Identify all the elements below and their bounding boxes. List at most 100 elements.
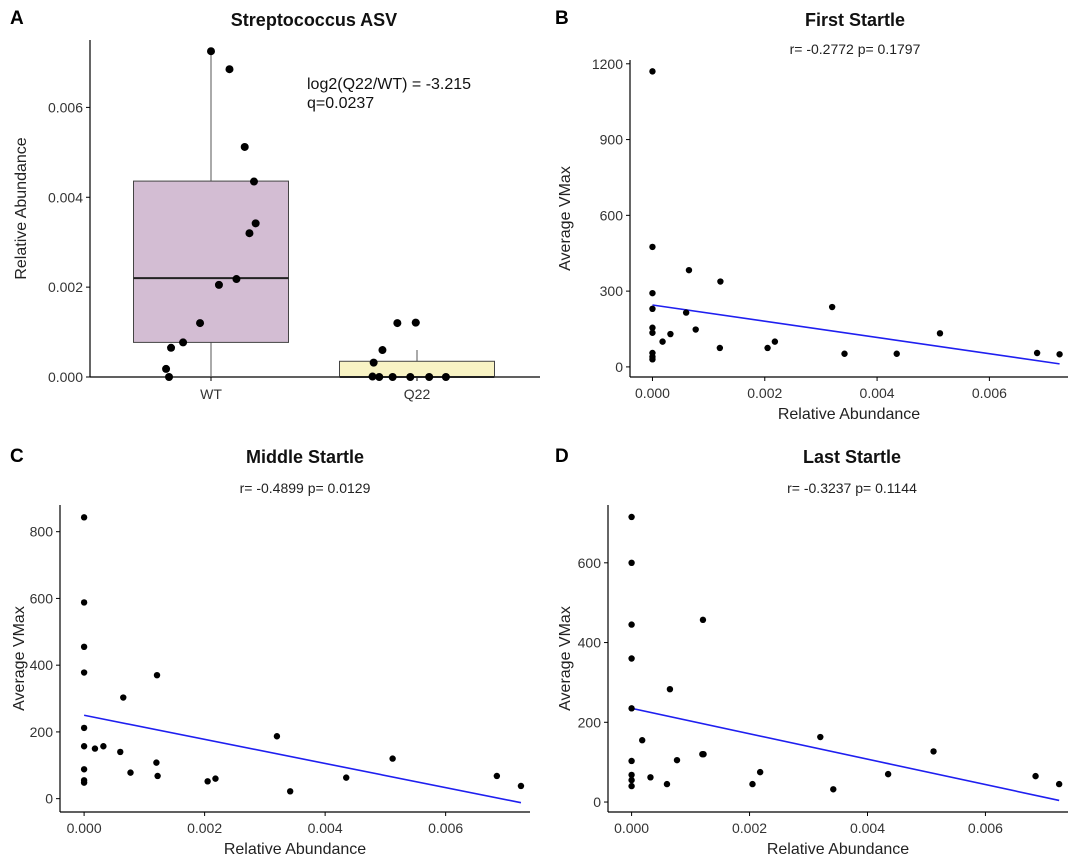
data-point [153,671,161,679]
chart-title: First Startle [804,10,906,30]
y-tick-label: 300 [600,283,624,299]
panel-label-a: A [10,8,24,29]
data-point [165,373,174,381]
data-point [179,338,188,347]
data-point [828,303,836,311]
data-point [80,724,88,732]
data-point [756,768,764,776]
data-point [682,309,690,316]
data-point [771,338,779,345]
data-point [628,757,635,765]
y-tick-label: 400 [30,657,54,673]
data-point [411,318,420,327]
x-tick-label: 0.002 [187,820,222,836]
data-point [91,745,99,752]
panel-label-b: B [555,8,569,29]
y-tick-label: 400 [578,635,602,651]
data-point [153,759,160,766]
panel-c: C Middle Startle r= -0.4899 p= 0.0129 0 2… [0,435,540,865]
data-point [673,756,681,764]
panel-label-d: D [555,446,569,467]
panel-d: D Last Startle r= -0.3237 p= 0.1144 0 200… [540,435,1076,865]
data-point [375,373,384,381]
box-q22 [339,360,495,378]
chart-subtitle: r= -0.3237 p= 0.1144 [787,480,917,496]
data-point [127,769,134,776]
annotation-line-q-value: q=0.0237 [307,95,375,112]
panel-a: A Streptococcus ASV 0.000 0.002 0.004 0.006… [0,0,540,420]
data-point [667,330,674,338]
x-tick-label: 0.006 [428,820,463,836]
y-tick-label: 0.000 [48,369,83,385]
y-tick-label: 0 [45,791,53,807]
y-tick-label: 200 [30,724,54,740]
regression-line [652,304,1060,365]
annotation-line-fold-change: log2(Q22/WT) = -3.215 [307,76,472,93]
chart-subtitle: r= -0.4899 p= 0.0129 [239,480,371,496]
x-axis-label: Relative Abundance [778,406,920,423]
data-point [1056,351,1063,358]
data-point [204,778,211,785]
data-point [699,616,707,624]
data-point [214,280,223,289]
x-tick-label: 0.000 [635,385,670,401]
x-tick-label: 0.004 [850,820,885,836]
data-point [120,694,127,701]
x-tick-label: 0.002 [732,820,767,836]
data-point [649,329,656,336]
data-point [700,750,707,758]
x-axis-label: Relative Abundance [224,841,366,858]
data-point [628,776,635,784]
data-point [232,275,241,284]
data-point [343,774,350,781]
x-tick-label: 0.006 [972,385,1007,401]
data-point [764,344,771,352]
data-point [517,782,525,790]
data-point [649,289,656,297]
y-tick-label: 600 [600,207,624,223]
data-point [1055,780,1063,788]
data-point [628,513,635,521]
y-axis-label: Average VMax [557,606,574,711]
data-point [628,705,635,712]
data-point [649,324,656,331]
data-point [273,733,281,740]
y-tick-label: 600 [578,555,602,571]
chart-subtitle: r= -0.2772 p= 0.1797 [789,41,921,57]
x-tick-label: Q22 [404,386,431,402]
data-point [692,326,699,333]
data-point [685,266,693,274]
x-tick-label: 0.000 [67,820,102,836]
y-tick-label: 800 [30,524,54,540]
data-point [249,177,258,186]
data-point [663,780,671,788]
data-point [167,343,176,352]
data-point [649,243,656,251]
box-plot: 0.000 0.002 0.004 0.006 WT Q22 Relative Abunda… [13,40,540,402]
data-point [830,786,837,793]
chart-annotation: log2(Q22/WT) = -3.215 q=0.0237 [307,75,471,113]
data-point [100,743,107,750]
data-point [425,373,434,381]
y-tick-label: 0.004 [48,189,83,205]
panel-label-c: C [10,446,24,467]
data-point [1033,349,1041,357]
data-point [628,771,635,779]
data-point [649,305,656,313]
data-point [225,65,234,74]
data-point [1032,772,1039,780]
data-point [930,748,937,755]
data-point [80,514,88,521]
y-tick-label: 0.002 [48,279,83,295]
regression-line [631,707,1060,802]
data-point [80,743,88,750]
y-axis-label: Relative Abundance [13,137,30,279]
data-point [841,350,848,357]
data-point [286,788,294,795]
y-tick-label: 0 [615,359,623,375]
y-tick-label: 600 [30,590,54,606]
data-point [649,68,656,75]
data-point [368,372,377,381]
data-point [717,278,724,285]
y-tick-label: 1200 [592,56,623,72]
